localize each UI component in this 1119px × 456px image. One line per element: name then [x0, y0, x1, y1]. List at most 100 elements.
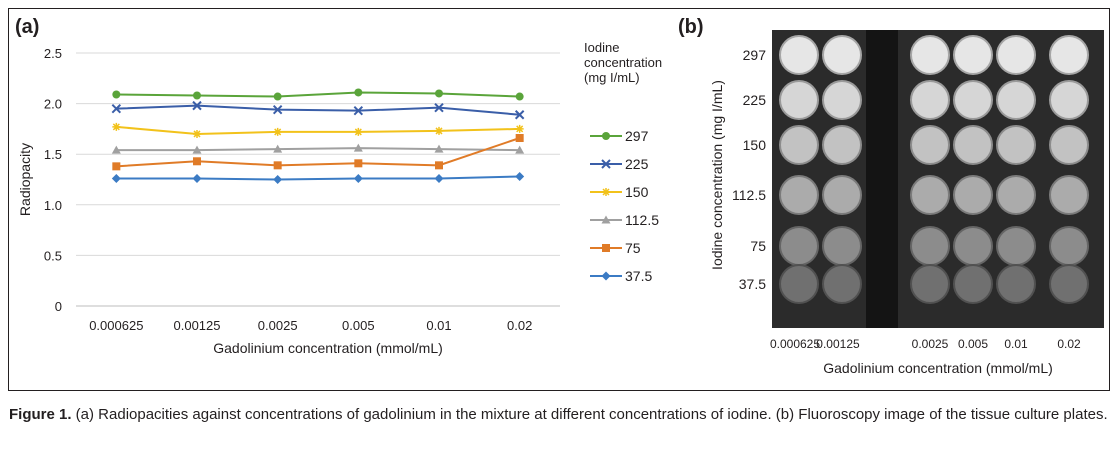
legend-label: 297 — [625, 128, 649, 144]
series-37.5 — [111, 171, 525, 184]
x-category-label: 0.005 — [958, 337, 988, 351]
legend-item: 112.5 — [590, 212, 659, 228]
figure-frame — [8, 8, 1110, 391]
data-point — [273, 127, 282, 136]
data-point — [434, 102, 444, 113]
series-line — [116, 125, 520, 135]
data-point — [353, 143, 363, 152]
well — [1049, 175, 1089, 215]
data-point — [515, 171, 525, 181]
data-point — [354, 88, 363, 97]
data-point — [273, 175, 283, 184]
legend-label: 37.5 — [625, 268, 652, 284]
caption-label: Figure 1. — [9, 406, 72, 423]
x-tick-label: 0.0025 — [258, 318, 298, 333]
legend-marker — [602, 188, 610, 196]
y-category-label: 225 — [743, 92, 767, 108]
well — [953, 35, 993, 75]
well — [910, 264, 950, 304]
legend-label: 112.5 — [625, 212, 659, 228]
data-point — [354, 127, 363, 136]
y-tick-label: 2.5 — [44, 46, 62, 61]
well — [953, 125, 993, 165]
x-category-label: 0.02 — [1057, 337, 1081, 351]
data-point — [515, 124, 524, 133]
series-line — [116, 91, 520, 98]
data-point — [435, 126, 443, 135]
data-point — [272, 104, 283, 115]
well — [822, 125, 862, 165]
panel-a-label: (a) — [15, 16, 40, 38]
well — [910, 175, 950, 215]
legend-item: 75 — [590, 240, 641, 256]
legend-marker — [602, 244, 610, 252]
legend-marker — [602, 132, 610, 140]
well — [822, 226, 862, 266]
data-point — [112, 162, 121, 171]
legend-label: 225 — [625, 156, 649, 172]
data-point — [354, 159, 363, 168]
well — [779, 35, 819, 75]
well — [910, 226, 950, 266]
well — [953, 226, 993, 266]
well — [822, 35, 862, 75]
well — [1049, 80, 1089, 120]
data-point — [193, 129, 201, 138]
legend-item: 37.5 — [590, 268, 652, 284]
well — [779, 264, 819, 304]
data-point — [515, 92, 524, 101]
y-tick-label: 1.5 — [44, 147, 62, 162]
series-225 — [111, 100, 525, 120]
panel-b-label: (b) — [678, 16, 704, 38]
well — [996, 175, 1036, 215]
data-point — [192, 145, 202, 154]
data-point — [514, 110, 525, 120]
y-tick-label: 1.0 — [44, 198, 62, 213]
y-tick-label: 2.0 — [44, 97, 62, 112]
well — [779, 125, 819, 165]
well — [1049, 35, 1089, 75]
y-category-label: 37.5 — [739, 276, 766, 292]
data-point — [192, 173, 202, 183]
data-point — [112, 122, 121, 131]
legend-marker — [601, 159, 611, 169]
well — [996, 125, 1036, 165]
well — [996, 226, 1036, 266]
data-point — [435, 161, 443, 170]
legend-label: 150 — [625, 184, 649, 200]
well — [996, 80, 1036, 120]
series-line — [116, 137, 520, 168]
data-point — [193, 157, 201, 166]
line-chart: 0 0.5 1.0 1.5 2.0 2.5 0.000625 0.00125 0.0025 0.0… — [17, 46, 659, 356]
well — [822, 264, 862, 304]
well — [822, 175, 862, 215]
data-point — [273, 161, 282, 170]
y-tick-label: 0 — [55, 299, 62, 314]
series-75 — [112, 134, 524, 171]
x-category-label: 0.0025 — [912, 337, 949, 351]
x-axis-label: Gadolinium concentration (mmol/mL) — [823, 360, 1053, 376]
well — [1049, 226, 1089, 266]
x-category-label: 0.00125 — [816, 337, 860, 351]
x-tick-label: 0.00125 — [174, 318, 221, 333]
y-category-label: 75 — [750, 238, 766, 254]
y-axis-label: Iodine concentration (mg I/mL) — [709, 80, 725, 270]
y-axis-label: Radiopacity — [17, 143, 33, 216]
caption-text: (a) Radiopacities against concentrations… — [71, 406, 1108, 423]
data-point — [111, 145, 121, 154]
legend-item: 150 — [590, 184, 649, 200]
y-category-label: 297 — [743, 47, 767, 63]
legend-item: 297 — [590, 128, 649, 144]
x-tick-label: 0.02 — [507, 318, 532, 333]
data-point — [435, 89, 443, 98]
legend-marker — [601, 271, 611, 281]
well — [953, 264, 993, 304]
series-112.5 — [111, 143, 525, 154]
data-point — [193, 91, 201, 100]
well — [910, 80, 950, 120]
data-point — [515, 145, 525, 154]
data-point — [434, 144, 444, 153]
plate-gap — [866, 30, 898, 328]
legend-title: Iodine concentration (mg I/mL) — [584, 40, 663, 85]
